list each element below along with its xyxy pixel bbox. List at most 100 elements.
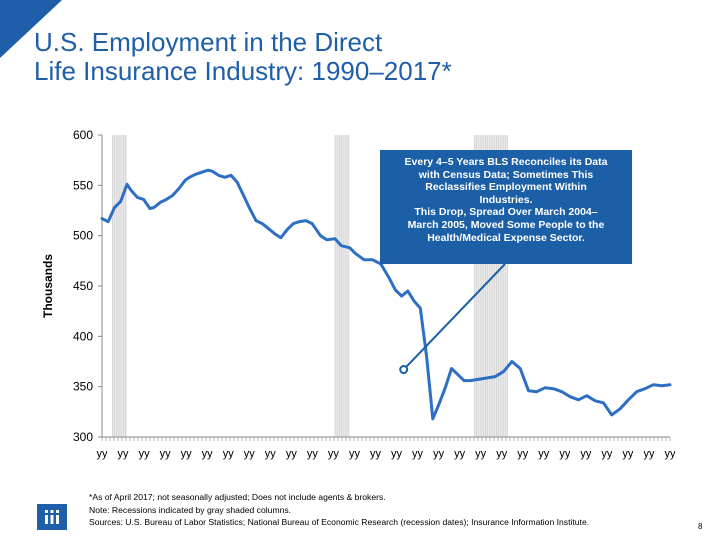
data-point	[437, 402, 441, 405]
y-axis-label: Thousands	[41, 254, 55, 318]
callout-line-5: This Drop, Spread Over March 2004–	[414, 206, 598, 219]
data-point	[568, 395, 572, 398]
data-point	[242, 194, 245, 197]
callout-pointer	[402, 263, 506, 371]
x-tick-label: yy	[622, 448, 634, 460]
footnote-asterisk: *As of April 2017; not seasonally adjust…	[89, 492, 386, 502]
x-tick-label: yy	[580, 448, 592, 460]
data-point	[217, 174, 220, 177]
x-tick-label: yy	[538, 448, 550, 460]
y-tick-label: 400	[73, 329, 93, 343]
data-point	[593, 399, 597, 402]
data-point	[177, 187, 181, 190]
callout-line-7: Health/Medical Expense Sector.	[427, 231, 585, 244]
data-point	[560, 390, 564, 393]
data-point	[223, 176, 226, 179]
x-tick-label: yy	[244, 448, 256, 460]
data-point	[200, 171, 204, 174]
data-point	[668, 383, 672, 386]
y-tick-label: 600	[73, 128, 93, 142]
data-point	[119, 200, 122, 203]
x-tick-label: yy	[223, 448, 235, 460]
data-point	[643, 387, 647, 390]
data-point	[362, 258, 366, 262]
x-tick-label: yy	[349, 448, 361, 460]
x-tick-label: yy	[118, 448, 130, 460]
callout-line-4: Industries.	[479, 193, 533, 206]
reclassification-callout: Every 4–5 Years BLS Reconciles its Data …	[380, 150, 632, 264]
data-point	[635, 390, 638, 393]
data-point	[211, 170, 214, 173]
x-tick-label: yy	[454, 448, 466, 460]
data-point	[543, 386, 547, 389]
data-point	[419, 306, 422, 310]
data-point	[552, 387, 555, 390]
data-point	[261, 222, 264, 225]
page-number: 8	[698, 522, 703, 531]
data-point	[254, 219, 258, 222]
data-point	[340, 244, 343, 247]
data-point	[248, 207, 251, 210]
data-point	[152, 206, 156, 209]
data-point	[292, 222, 295, 225]
data-point	[527, 389, 530, 392]
iii-logo-icon	[37, 504, 67, 530]
data-point	[129, 189, 133, 192]
callout-line-3: Reclassifies Employment Within	[425, 181, 587, 194]
data-point	[627, 398, 630, 401]
data-point	[456, 373, 459, 376]
data-point	[159, 201, 162, 204]
data-point	[450, 367, 453, 370]
data-point	[136, 196, 139, 199]
data-point	[652, 383, 655, 386]
y-tick-label: 350	[73, 380, 93, 394]
y-tick-label: 450	[73, 279, 93, 293]
data-point	[425, 355, 428, 358]
data-point	[298, 220, 301, 223]
x-tick-label: yy	[202, 448, 214, 460]
data-point	[475, 378, 478, 381]
footnotes: *As of April 2017; not seasonally adjust…	[89, 491, 589, 529]
data-point	[400, 294, 403, 298]
callout-line-1: Every 4–5 Years BLS Reconciles its Data	[404, 156, 608, 168]
data-point	[125, 183, 129, 186]
title-line-2: Life Insurance Industry: 1990–2017*	[34, 56, 452, 86]
callout-line-6: March 2005, Moved Some People to the	[407, 218, 605, 231]
x-tick-label: yy	[265, 448, 277, 460]
x-tick-label: yy	[181, 448, 193, 460]
data-point	[487, 376, 491, 379]
data-point	[406, 289, 410, 293]
data-point	[142, 198, 145, 201]
y-tick-label: 500	[73, 229, 93, 243]
x-tick-label: yy	[370, 448, 382, 460]
x-tick-label: yy	[433, 448, 445, 460]
data-point	[310, 222, 314, 225]
data-point	[184, 179, 187, 182]
data-point	[412, 299, 416, 303]
x-tick-label: yy	[139, 448, 151, 460]
data-point	[387, 276, 391, 280]
data-point	[273, 232, 276, 235]
data-point	[267, 227, 270, 230]
data-point	[469, 379, 472, 382]
data-point	[100, 217, 104, 220]
data-point	[325, 238, 328, 241]
x-tick-label: yy	[643, 448, 655, 460]
data-point	[494, 375, 497, 378]
x-tick-label: yy	[517, 448, 529, 460]
data-point	[610, 413, 613, 417]
x-tick-label: yy	[97, 448, 109, 460]
data-point	[481, 377, 484, 380]
slide-title: U.S. Employment in the Direct Life Insur…	[34, 28, 452, 86]
x-tick-label: yy	[496, 448, 508, 460]
x-tick-label: yy	[391, 448, 403, 460]
data-point	[285, 228, 289, 231]
footnote-recessions: Note: Recessions indicated by gray shade…	[89, 504, 292, 515]
data-point	[194, 173, 197, 176]
data-point	[113, 206, 116, 209]
data-point	[510, 360, 514, 363]
data-point	[518, 367, 522, 370]
data-point	[171, 194, 174, 197]
data-point	[354, 252, 358, 255]
data-point	[333, 237, 337, 240]
